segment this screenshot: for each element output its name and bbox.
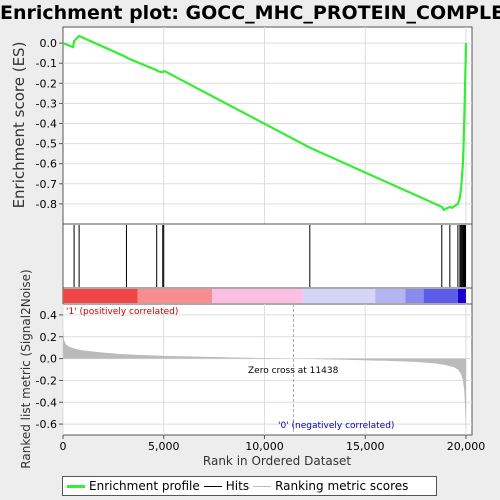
x-axis-label: Rank in Ordered Dataset <box>203 454 351 468</box>
hits-panel <box>63 224 472 288</box>
colorbar-segment <box>303 289 376 303</box>
colorbar-segment <box>458 289 466 303</box>
x-tick-label: 15,000 <box>346 440 385 453</box>
x-tick-label: 10,000 <box>245 440 284 453</box>
es-y-tick-label: -0.8 <box>36 198 57 211</box>
metric-y-tick-label: -0.2 <box>36 374 57 387</box>
metric-y-tick-label: -0.4 <box>36 396 57 409</box>
metric-y-tick-label: 0.2 <box>40 331 58 344</box>
legend-es-label: Enrichment profile <box>89 479 200 493</box>
es-y-tick-label: -0.2 <box>36 77 57 90</box>
metric-y-tick-label: -0.6 <box>36 418 57 431</box>
x-tick-label: 20,000 <box>447 440 486 453</box>
legend-item-es: Enrichment profile <box>67 479 200 493</box>
es-y-tick-label: -0.7 <box>36 178 57 191</box>
es-y-tick-label: 0.0 <box>40 37 58 50</box>
legend-ranking-swatch <box>253 486 271 487</box>
es-y-tick-label: -0.3 <box>36 97 57 110</box>
colorbar-segment <box>138 289 213 303</box>
x-tick-label: 5,000 <box>148 440 180 453</box>
legend-hits-label: Hits <box>226 479 249 493</box>
colorbar-segment <box>375 289 405 303</box>
legend-item-hits: Hits <box>204 479 249 493</box>
colorbar-segment <box>424 289 458 303</box>
negative-correlation-label: '0' (negatively correlated) <box>278 421 394 431</box>
metric-y-label: Ranked list metric (Signal2Noise) <box>19 269 33 468</box>
es-y-axis: 0.0 -0.1 -0.2 -0.3 -0.4 -0.5 -0.6 -0.7 -0.8 <box>36 37 63 211</box>
legend-hits-swatch <box>204 486 222 487</box>
es-y-label: Enrichment score (ES) <box>10 42 28 209</box>
es-y-tick-label: -0.6 <box>36 158 57 171</box>
colorbar <box>63 289 466 303</box>
metric-y-tick-label: 0.0 <box>40 353 58 366</box>
es-y-tick-label: -0.1 <box>36 57 57 70</box>
metric-x-axis: 0 5,000 10,000 15,000 20,000 <box>60 435 486 453</box>
positive-correlation-label: '1' (positively correlated) <box>66 307 178 317</box>
legend-item-ranking: Ranking metric scores <box>253 479 408 493</box>
legend-ranking-label: Ranking metric scores <box>275 479 408 493</box>
legend-es-swatch <box>67 485 85 488</box>
metric-y-axis: 0.4 0.2 0.0 -0.2 -0.4 -0.6 <box>36 309 63 431</box>
legend: Enrichment profile Hits Ranking metric s… <box>62 476 437 496</box>
es-y-tick-label: -0.5 <box>36 138 57 151</box>
colorbar-segment <box>406 289 424 303</box>
zero-cross-label: Zero cross at 11438 <box>248 366 339 376</box>
es-y-tick-label: -0.4 <box>36 117 57 130</box>
x-tick-label: 0 <box>60 440 67 453</box>
colorbar-segment <box>212 289 303 303</box>
metric-y-tick-label: 0.4 <box>40 309 58 322</box>
colorbar-segment <box>63 289 138 303</box>
